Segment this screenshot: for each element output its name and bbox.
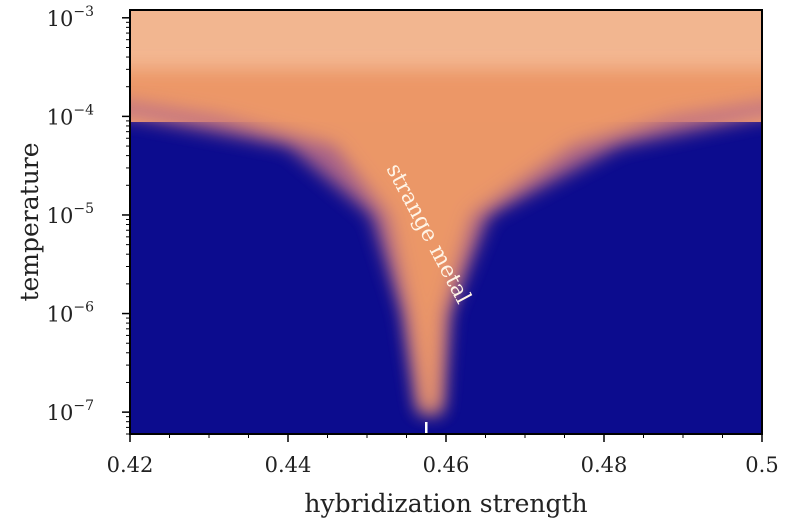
strange-metal-fan (130, 10, 762, 413)
fan-core (130, 10, 762, 413)
x-tick-label: 0.44 (265, 453, 312, 477)
y-tick-label: 10−6 (47, 300, 94, 327)
y-tick-label: 10−7 (47, 398, 94, 425)
y-axis: 10−7 10−6 10−5 10−4 10−3 (47, 4, 130, 435)
y-tick-label: 10−3 (47, 4, 94, 31)
x-tick-label: 0.46 (423, 453, 470, 477)
y-tick-label: 10−5 (47, 201, 94, 228)
x-tick-label: 0.5 (745, 453, 778, 477)
fan-top-haze (130, 10, 762, 70)
y-tick-label: 10−4 (47, 102, 94, 129)
x-axis-label: hybridization strength (304, 489, 587, 518)
x-tick-label: 0.48 (581, 453, 628, 477)
plot-area (130, 10, 762, 434)
x-tick-label: 0.42 (107, 453, 154, 477)
y-axis-label: temperature (15, 142, 44, 301)
x-axis: 0.42 0.44 0.46 0.48 0.5 (107, 434, 779, 477)
